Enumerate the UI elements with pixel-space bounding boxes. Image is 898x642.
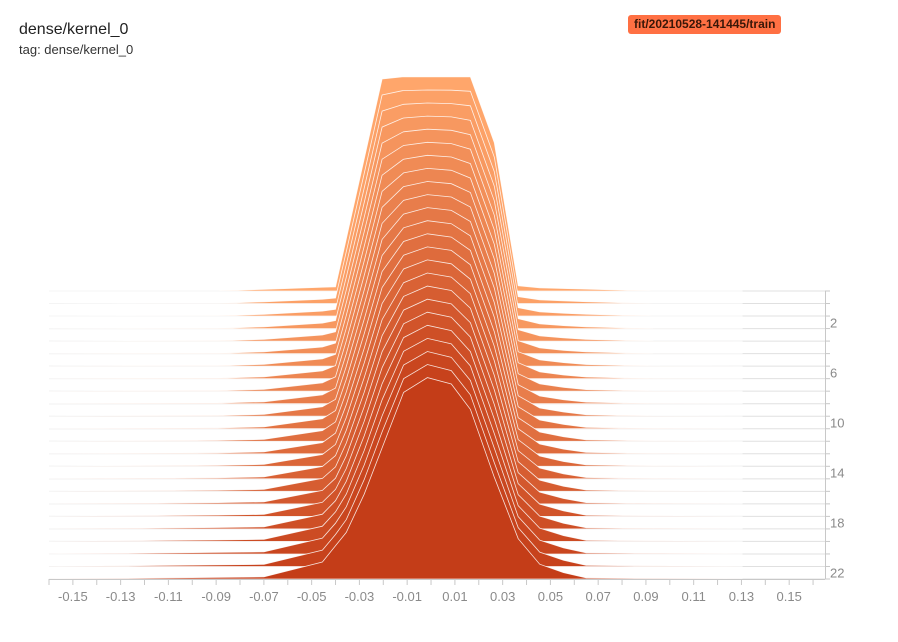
x-tick-label: 0.01: [442, 589, 467, 604]
x-tick-label: 0.15: [777, 589, 802, 604]
histogram-ridge: [46, 377, 743, 580]
x-tick-label: -0.13: [106, 589, 136, 604]
step-tick-label: 18: [830, 516, 844, 531]
x-tick-label: -0.03: [345, 589, 375, 604]
x-tick-label: 0.09: [633, 589, 658, 604]
x-tick-label: -0.07: [249, 589, 279, 604]
x-axis: -0.15 -0.13 -0.11 -0.09 -0.07 -0.05 -0.03 -0.01…: [48, 579, 825, 604]
x-tick-label: 0.03: [490, 589, 515, 604]
x-tick-label: -0.11: [154, 589, 183, 604]
step-tick-label: 10: [830, 415, 844, 430]
x-tick-label: -0.01: [392, 589, 422, 604]
chart-title: dense/kernel_0: [19, 21, 129, 38]
chart-tag: tag: dense/kernel_0: [19, 42, 134, 57]
x-tick-label: -0.15: [58, 589, 88, 604]
x-tick-label: -0.09: [201, 589, 231, 604]
step-tick-label: 6: [830, 365, 837, 380]
x-tick-label: -0.05: [297, 589, 327, 604]
x-tick-label: 0.07: [586, 589, 611, 604]
x-tick-label: 0.05: [538, 589, 563, 604]
x-tick-label: 0.13: [729, 589, 754, 604]
step-axis: 2 6 10 14 18 22: [825, 290, 844, 581]
histogram-ridges: [46, 76, 743, 580]
step-tick-label: 14: [830, 466, 844, 481]
step-tick-label: 22: [830, 566, 844, 581]
run-badge[interactable]: fit/20210528-141445/train: [628, 15, 782, 34]
step-tick-label: 2: [830, 315, 837, 330]
x-tick-label: 0.11: [682, 589, 706, 604]
